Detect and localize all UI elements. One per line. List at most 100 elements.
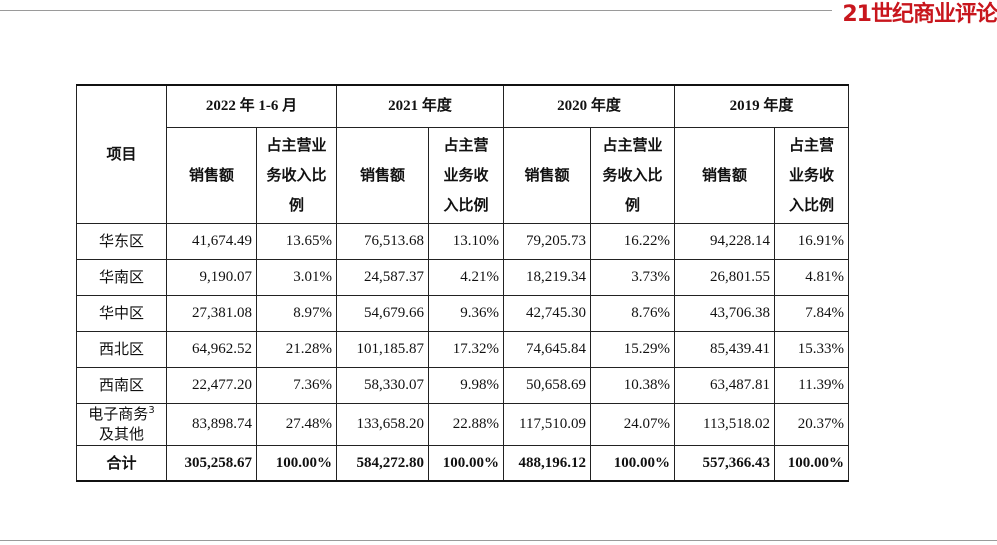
header-line: 占主营 [788, 136, 834, 154]
header-line: 业务收 [788, 166, 834, 184]
data-row: 华南区 9,190.07 3.01% 24,587.37 4.21% 18,219.34 3… [76, 258, 849, 296]
value-cell: 584,272.80 [336, 444, 429, 482]
region-cell: 西南区 [76, 366, 167, 404]
value-cell: 557,366.43 [674, 444, 775, 482]
value-cell: 83,898.74 [166, 402, 257, 446]
region-cell: 电子商务3 及其他 [76, 402, 167, 446]
sub-header: 占主营业务收入比例 [428, 126, 504, 224]
value-cell: 43,706.38 [674, 294, 775, 332]
region-line: 西北区 [98, 340, 144, 358]
bottom-rule [0, 540, 997, 541]
value-cell: 100.00% [256, 444, 337, 482]
logo: 21世纪商业评论 [842, 2, 997, 27]
value-cell: 85,439.41 [674, 330, 775, 368]
sub-header: 占主营业务收入比例 [590, 126, 675, 224]
value-cell: 10.38% [590, 366, 675, 404]
header-row: 项目 2022 年 1-6 月 2021 年度 2020 年度 2019 年度 [76, 84, 849, 224]
value-cell: 18,219.34 [503, 258, 591, 296]
value-cell: 113,518.02 [674, 402, 775, 446]
region-cell: 西北区 [76, 330, 167, 368]
value-cell: 24.07% [590, 402, 675, 446]
value-cell: 13.65% [256, 222, 337, 260]
top-rule [0, 10, 832, 11]
region-cell: 华南区 [76, 258, 167, 296]
period-header: 2020 年度 [503, 84, 675, 128]
value-cell: 22.88% [428, 402, 504, 446]
value-cell: 21.28% [256, 330, 337, 368]
value-cell: 74,645.84 [503, 330, 591, 368]
data-row: 西北区 64,962.52 21.28% 101,185.87 17.32% 74,645… [76, 330, 849, 368]
value-cell: 11.39% [774, 366, 849, 404]
value-cell: 27.48% [256, 402, 337, 446]
value-cell: 100.00% [590, 444, 675, 482]
value-cell: 16.22% [590, 222, 675, 260]
value-cell: 76,513.68 [336, 222, 429, 260]
value-cell: 64,962.52 [166, 330, 257, 368]
period-header: 2021 年度 [336, 84, 504, 128]
value-cell: 9.36% [428, 294, 504, 332]
region-cell: 华东区 [76, 222, 167, 260]
data-row: 西南区 22,477.20 7.36% 58,330.07 9.98% 50,658.69… [76, 366, 849, 404]
header-line: 占主营 [443, 136, 489, 154]
value-cell: 8.97% [256, 294, 337, 332]
value-cell: 22,477.20 [166, 366, 257, 404]
header-line: 占主营业 [602, 136, 663, 154]
sub-header: 销售额 [336, 126, 429, 224]
value-cell: 42,745.30 [503, 294, 591, 332]
value-cell: 100.00% [774, 444, 849, 482]
value-cell: 50,658.69 [503, 366, 591, 404]
region-line: 及其他 [98, 425, 144, 443]
value-cell: 26,801.55 [674, 258, 775, 296]
sub-header: 销售额 [674, 126, 775, 224]
header-line: 务收入比 [266, 166, 327, 184]
value-cell: 4.81% [774, 258, 849, 296]
region-line: 电子商务3 [88, 405, 155, 423]
header-line: 销售额 [188, 166, 234, 184]
value-cell: 7.36% [256, 366, 337, 404]
header-line: 销售额 [701, 166, 747, 184]
value-cell: 117,510.09 [503, 402, 591, 446]
value-cell: 3.73% [590, 258, 675, 296]
value-cell: 305,258.67 [166, 444, 257, 482]
value-cell: 16.91% [774, 222, 849, 260]
header-line: 入比例 [788, 196, 834, 214]
value-cell: 94,228.14 [674, 222, 775, 260]
sales-table: 项目 2022 年 1-6 月 2021 年度 2020 年度 2019 年度 销售额 占主… [76, 84, 849, 482]
value-cell: 100.00% [428, 444, 504, 482]
region-cell: 合计 [76, 444, 167, 482]
corner-header: 项目 [76, 84, 167, 224]
value-cell: 4.21% [428, 258, 504, 296]
value-cell: 3.01% [256, 258, 337, 296]
header-line: 例 [288, 196, 304, 214]
region-line: 合计 [106, 453, 137, 472]
total-row: 合计 305,258.67 100.00% 584,272.80 100.00% 488,… [76, 444, 849, 482]
region-line: 华中区 [98, 304, 144, 322]
header-line: 例 [624, 196, 640, 214]
header-line: 销售额 [359, 166, 405, 184]
sub-header: 销售额 [166, 126, 257, 224]
header-line: 占主营业 [266, 136, 327, 154]
region-line: 华东区 [98, 232, 144, 250]
subheader-row: 销售额 占主营业 务收入比例 销售额 占主营 业务收 入比例 销售额 占主营业 务收入比例 销售额 占… [77, 126, 849, 224]
value-cell: 488,196.12 [503, 444, 591, 482]
value-cell: 9.98% [428, 366, 504, 404]
value-cell: 7.84% [774, 294, 849, 332]
value-cell: 20.37% [774, 402, 849, 446]
value-cell: 54,679.66 [336, 294, 429, 332]
value-cell: 8.76% [590, 294, 675, 332]
region-line: 西南区 [98, 376, 144, 394]
value-cell: 133,658.20 [336, 402, 429, 446]
value-cell: 27,381.08 [166, 294, 257, 332]
value-cell: 101,185.87 [336, 330, 429, 368]
header-line: 务收入比 [602, 166, 663, 184]
header-line: 业务收 [443, 166, 489, 184]
value-cell: 15.33% [774, 330, 849, 368]
value-cell: 9,190.07 [166, 258, 257, 296]
sub-header: 销售额 [503, 126, 591, 224]
data-row: 华东区 41,674.49 13.65% 76,513.68 13.10% 79,205.… [76, 222, 849, 260]
data-row: 电子商务3 及其他 83,898.74 27.48% 133,658.20 22.88% 1… [76, 402, 849, 446]
data-row: 华中区 27,381.08 8.97% 54,679.66 9.36% 42,745.30… [76, 294, 849, 332]
header-line: 入比例 [443, 196, 489, 214]
period-header: 2022 年 1-6 月 [166, 84, 337, 128]
